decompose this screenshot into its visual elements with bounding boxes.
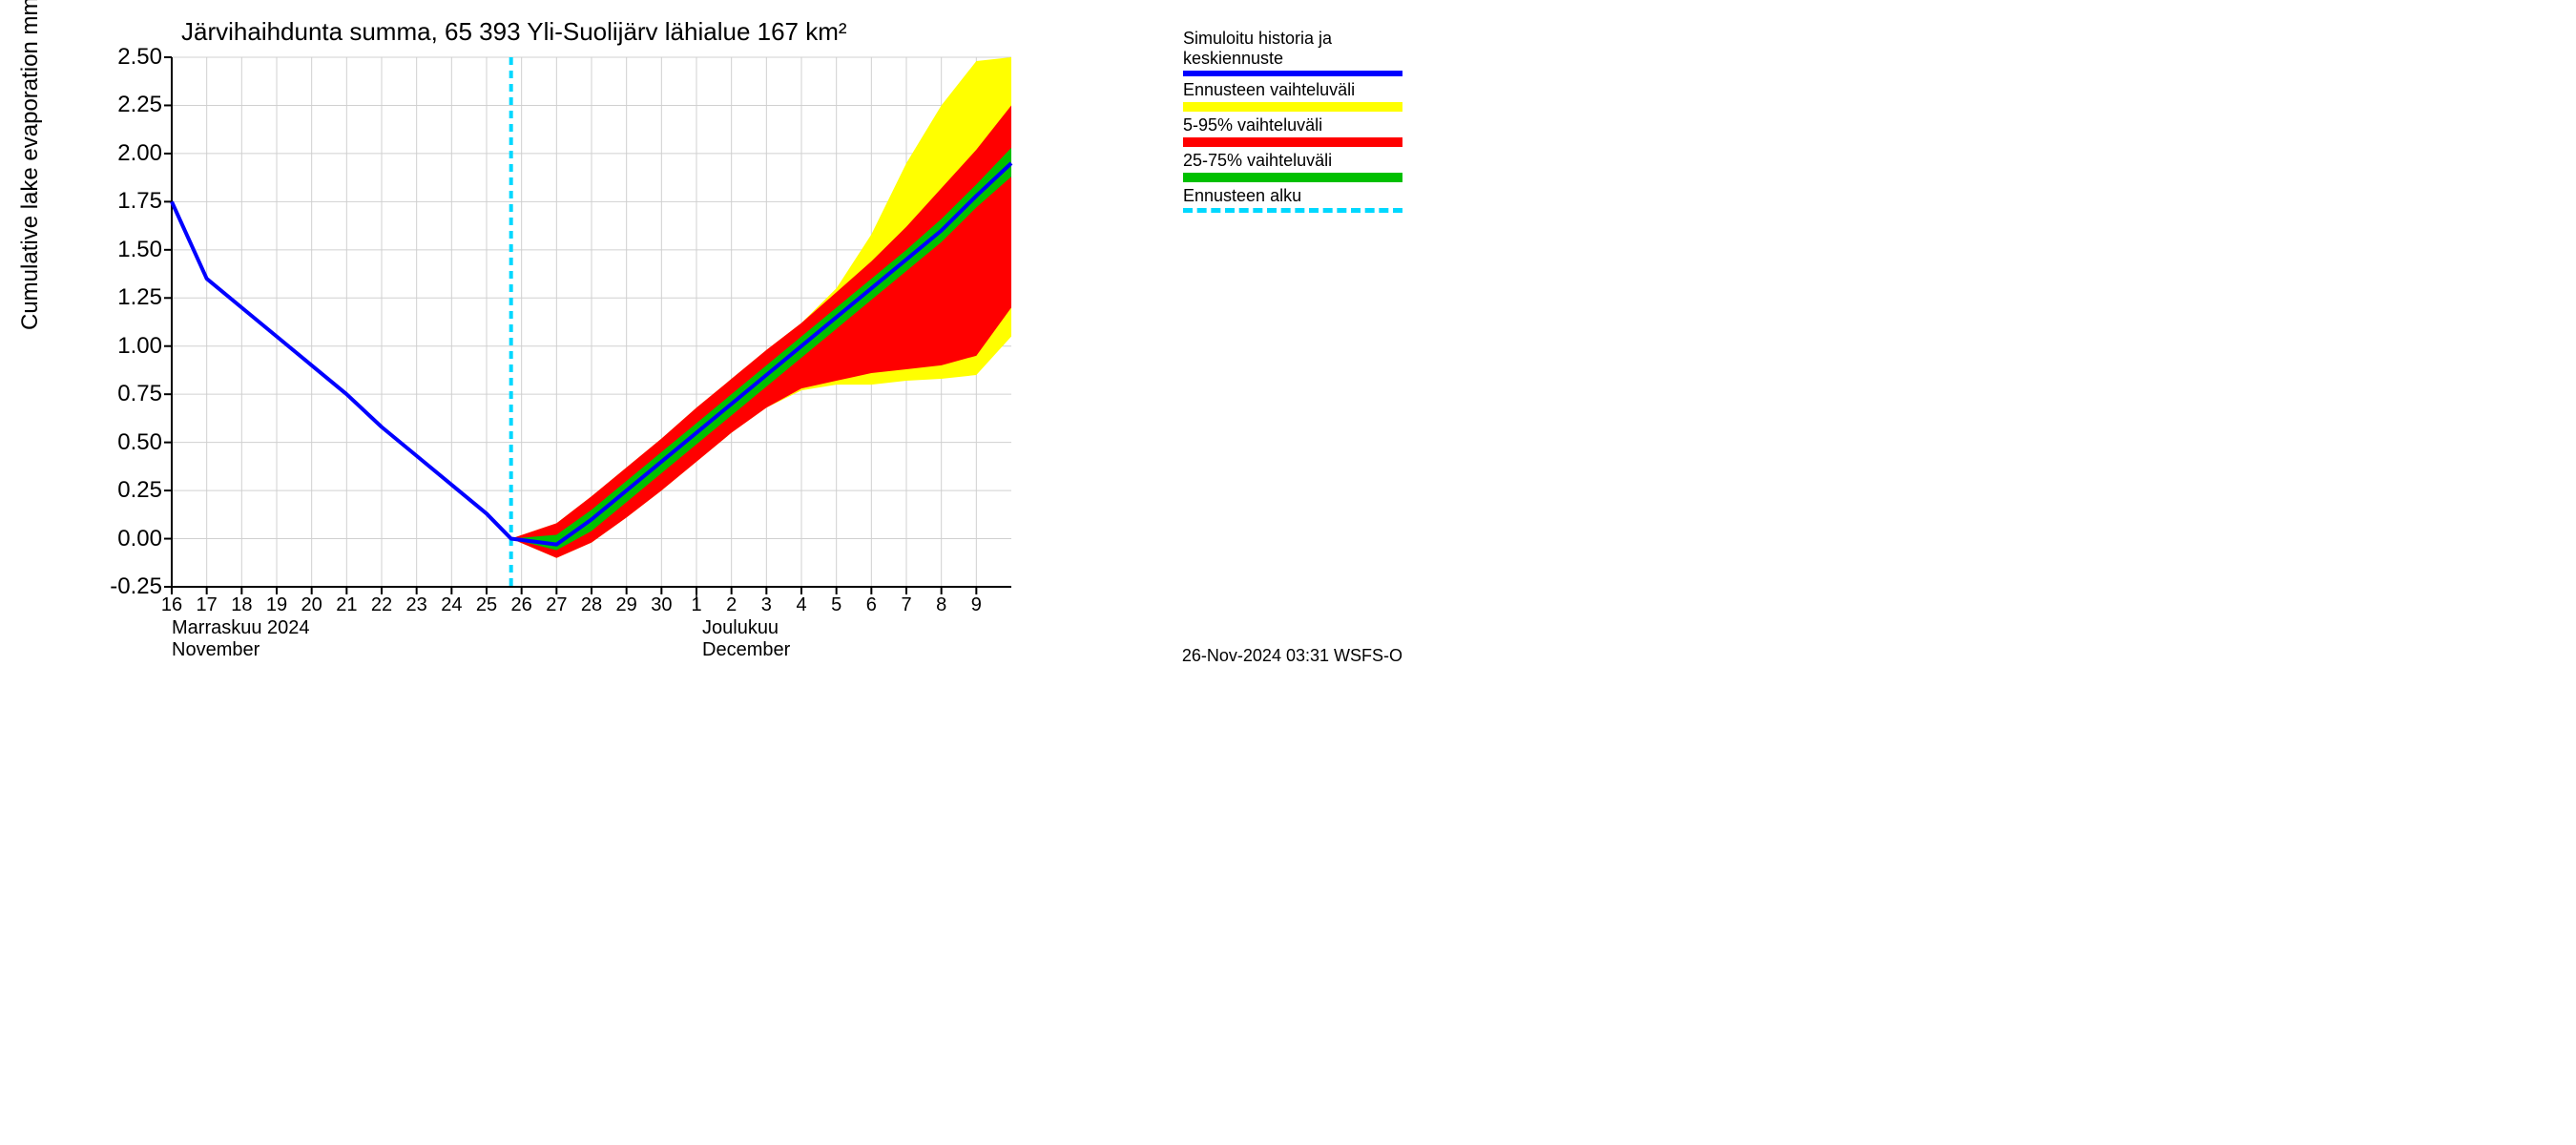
y-tick: -0.25 — [95, 573, 162, 600]
x-tick: 6 — [866, 594, 877, 616]
x-tick: 24 — [441, 594, 462, 616]
x-tick: 20 — [301, 594, 322, 616]
legend-label: Simuloitu historia ja — [1183, 29, 1402, 49]
legend-swatch-dash — [1183, 208, 1402, 213]
y-tick: 1.25 — [95, 284, 162, 311]
y-tick: 2.00 — [95, 140, 162, 167]
x-tick: 21 — [336, 594, 357, 616]
legend-item-red: 5-95% vaihteluväli — [1183, 115, 1402, 147]
x-tick: 28 — [581, 594, 602, 616]
legend-item-green: 25-75% vaihteluväli — [1183, 151, 1402, 182]
x-tick: 26 — [511, 594, 532, 616]
legend-label: Ennusteen vaihteluväli — [1183, 80, 1402, 100]
y-tick: 0.25 — [95, 477, 162, 504]
y-tick: 0.75 — [95, 381, 162, 407]
x-tick: 5 — [831, 594, 841, 616]
x-tick: 8 — [936, 594, 946, 616]
legend: Simuloitu historia ja keskiennuste Ennus… — [1183, 29, 1402, 217]
y-tick: 1.75 — [95, 188, 162, 215]
plot-area — [172, 57, 1011, 587]
x-tick: 3 — [761, 594, 772, 616]
x-tick: 19 — [266, 594, 287, 616]
y-tick: 1.00 — [95, 333, 162, 360]
y-tick: 2.25 — [95, 92, 162, 118]
x-tick: 16 — [161, 594, 182, 616]
x-tick: 27 — [546, 594, 567, 616]
x-tick: 2 — [726, 594, 737, 616]
y-tick: 2.50 — [95, 44, 162, 71]
y-tick: 0.50 — [95, 429, 162, 456]
chart-title: Järvihaihdunta summa, 65 393 Yli-Suolijä… — [181, 17, 847, 47]
legend-label: 25-75% vaihteluväli — [1183, 151, 1402, 171]
legend-label: 5-95% vaihteluväli — [1183, 115, 1402, 135]
x-tick: 17 — [197, 594, 218, 616]
month-label-right: JoulukuuDecember — [702, 617, 790, 661]
legend-label: Ennusteen alku — [1183, 186, 1402, 206]
x-tick: 23 — [406, 594, 427, 616]
month-label-left: Marraskuu 2024November — [172, 617, 310, 661]
y-tick: 1.50 — [95, 237, 162, 263]
chart-container: Järvihaihdunta summa, 65 393 Yli-Suolijä… — [0, 0, 1431, 687]
footer-timestamp: 26-Nov-2024 03:31 WSFS-O — [1182, 646, 1402, 666]
legend-swatch — [1183, 102, 1402, 112]
legend-swatch-line — [1183, 71, 1402, 76]
x-tick: 22 — [371, 594, 392, 616]
x-tick: 1 — [691, 594, 701, 616]
x-tick: 18 — [231, 594, 252, 616]
y-tick: 0.00 — [95, 526, 162, 552]
legend-label: keskiennuste — [1183, 49, 1402, 69]
legend-item-forecast-start: Ennusteen alku — [1183, 186, 1402, 213]
x-tick: 30 — [651, 594, 672, 616]
x-tick: 4 — [796, 594, 806, 616]
x-tick: 25 — [476, 594, 497, 616]
legend-swatch — [1183, 137, 1402, 147]
x-tick: 29 — [616, 594, 637, 616]
y-axis-label: Cumulative lake evaporation mm — [17, 0, 44, 330]
x-tick: 7 — [901, 594, 911, 616]
legend-item-yellow: Ennusteen vaihteluväli — [1183, 80, 1402, 112]
x-tick: 9 — [971, 594, 982, 616]
legend-item-history: Simuloitu historia ja keskiennuste — [1183, 29, 1402, 76]
legend-swatch — [1183, 173, 1402, 182]
